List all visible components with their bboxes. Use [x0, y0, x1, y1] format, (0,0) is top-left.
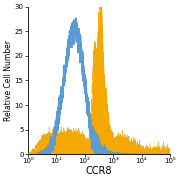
- X-axis label: CCR8: CCR8: [86, 166, 112, 176]
- Y-axis label: Relative Cell Number: Relative Cell Number: [4, 40, 13, 121]
